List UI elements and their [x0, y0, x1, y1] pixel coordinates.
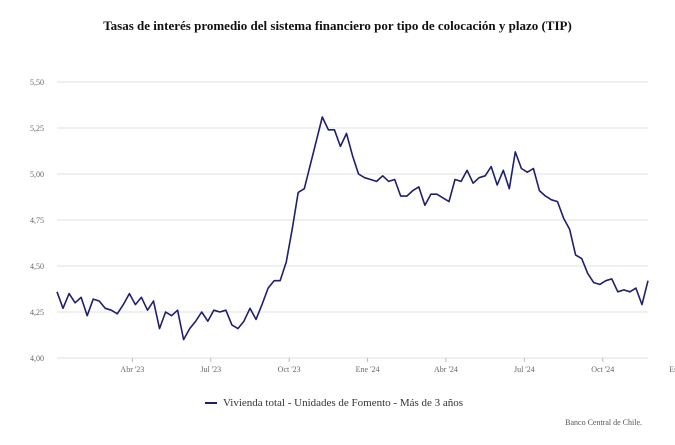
y-tick-label: 5,50: [30, 78, 44, 87]
x-tick-label: Ene '24: [356, 365, 380, 374]
x-tick-label: Abr '23: [120, 365, 144, 374]
y-axis-ticks: 5,50 5,25 5,00 4,75 4,50 4,25 4,00: [30, 78, 44, 363]
series-layer: [56, 116, 649, 341]
x-tick-label: Jul '23: [200, 365, 221, 374]
source-credit: Banco Central de Chile.: [565, 418, 642, 427]
series-line[interactable]: [56, 116, 649, 341]
y-tick-label: 4,00: [30, 354, 44, 363]
y-tick-label: 4,75: [30, 216, 44, 225]
x-tick-label: Abr '24: [434, 365, 458, 374]
legend-swatch: [205, 402, 217, 404]
x-axis-ticks: Abr '23 Jul '23 Oct '23 Ene '24 Abr '24 Jul '…: [120, 358, 675, 374]
x-tick-label: Oct '23: [278, 365, 301, 374]
y-tick-label: 4,25: [30, 308, 44, 317]
x-tick-label: Ene '25: [669, 365, 675, 374]
y-tick-label: 4,50: [30, 262, 44, 271]
y-tick-label: 5,00: [30, 170, 44, 179]
legend-label: Vivienda total - Unidades de Fomento - M…: [223, 397, 464, 409]
chart-title: Tasas de interés promedio del sistema fi…: [103, 18, 572, 33]
x-tick-label: Jul '24: [514, 365, 535, 374]
grid-lines: [57, 81, 648, 359]
y-tick-label: 5,25: [30, 124, 44, 133]
legend[interactable]: Vivienda total - Unidades de Fomento - M…: [205, 397, 463, 409]
x-tick-label: Oct '24: [591, 365, 614, 374]
